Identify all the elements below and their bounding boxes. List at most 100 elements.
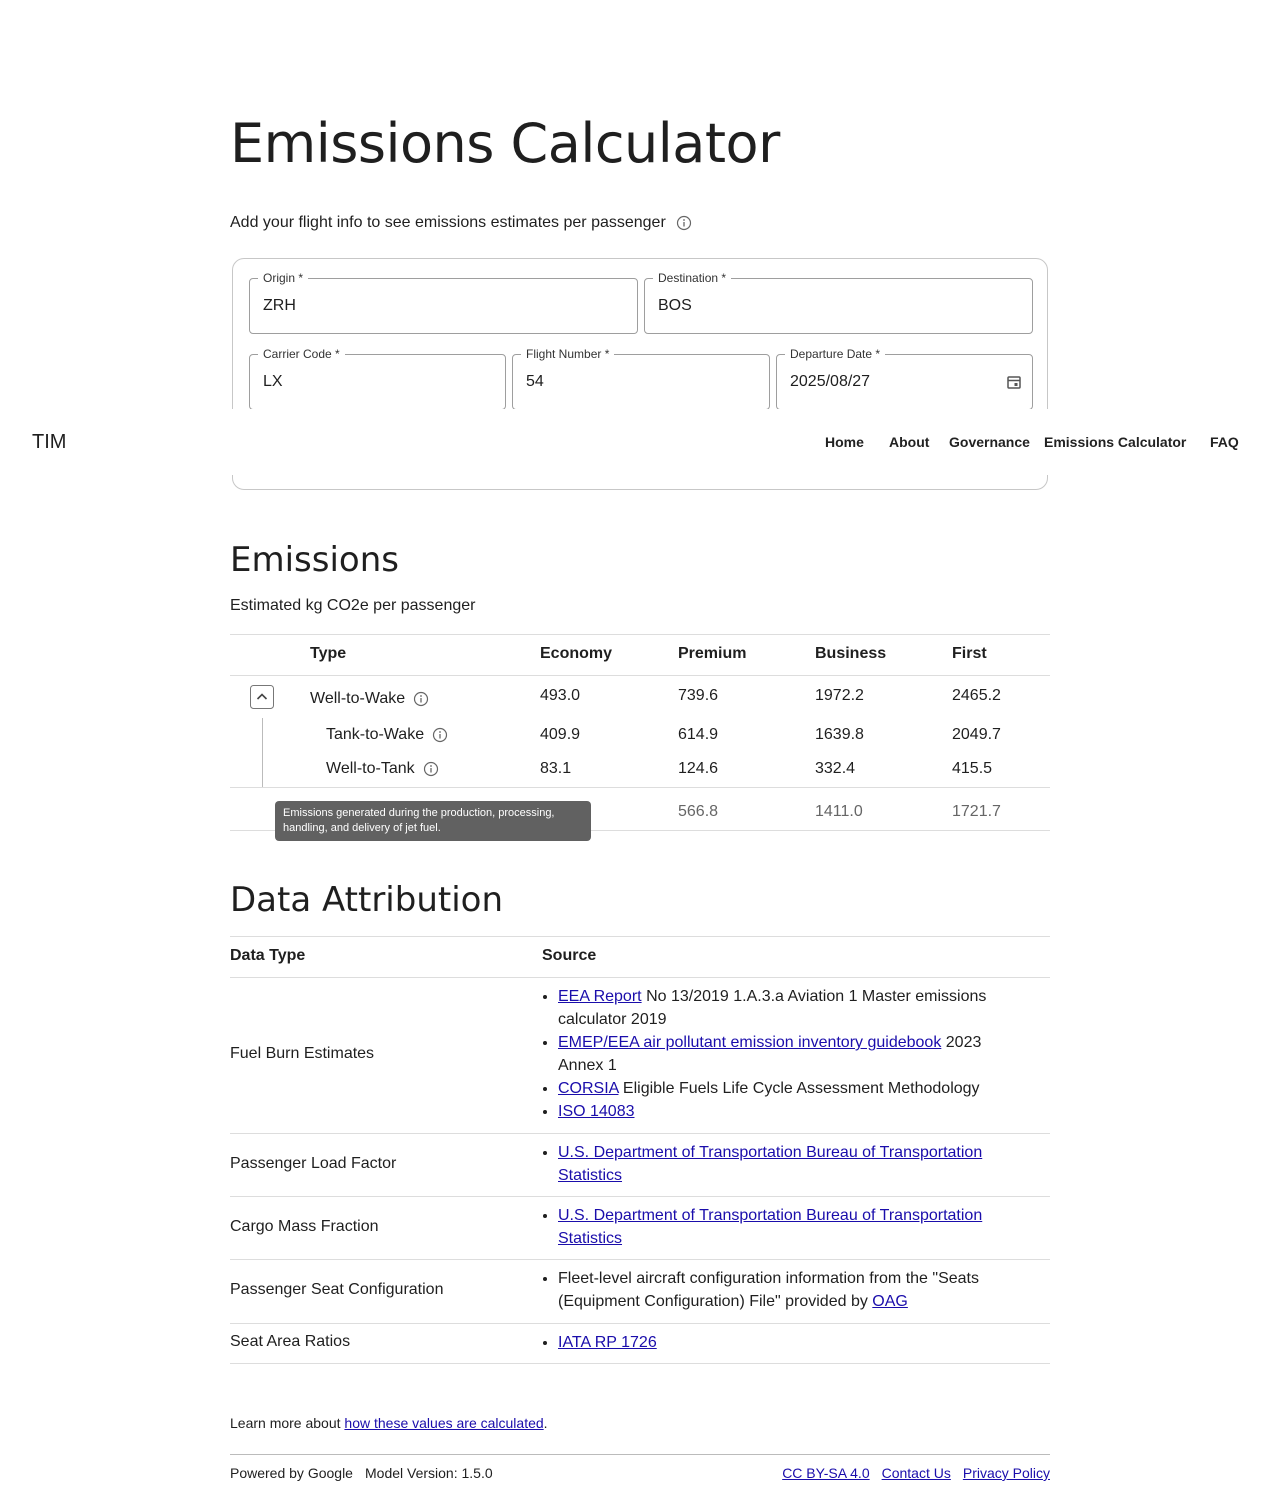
data-type: Passenger Seat Configuration [230,1281,444,1298]
emission-value: 493.0 [540,687,581,704]
info-icon[interactable] [423,761,439,777]
brand[interactable]: TIM [32,431,67,453]
data-type: Passenger Load Factor [230,1154,397,1172]
data-type: Cargo Mass Fraction [230,1217,379,1235]
source-text: Eligible Fuels Life Cycle Assessment Met… [622,1080,980,1097]
column-header: Data Type [230,947,306,964]
source-list: Fleet-level aircraft configuration infor… [542,1267,1008,1313]
source-text: Fleet-level aircraft configuration infor… [558,1270,979,1310]
info-icon[interactable] [432,727,448,743]
learn-link[interactable]: how these values are calculated [344,1415,544,1431]
learn-end: . [543,1415,548,1431]
section-title: Emissions [230,540,399,580]
field-value: BOS [658,297,692,314]
source-link[interactable]: U.S. Department of Transportation Bureau… [558,1207,983,1247]
page-title: Emissions Calculator [230,112,780,175]
source-text: 2023 Annex 1 [558,1034,982,1074]
source-item: CORSIA Eligible Fuels Life Cycle Assessm… [558,1077,1008,1100]
emission-value: 614.9 [678,726,719,743]
row-divider [230,1196,1050,1197]
source-link[interactable]: U.S. Department of Transportation Bureau… [558,1144,983,1184]
section-title: Data Attribution [230,880,503,920]
emission-value: 1639.8 [815,726,864,743]
field-label: Carrier Code * [258,347,345,361]
source-list: U.S. Department of Transportation Bureau… [542,1141,1008,1187]
emission-value: 83.1 [540,760,572,777]
info-icon[interactable] [676,215,692,231]
column-header: Type [310,645,347,662]
model-version: Model Version: 1.5.0 [365,1465,493,1481]
row-divider [230,1323,1050,1324]
field-value: 54 [526,373,544,390]
chev-icon[interactable] [250,685,274,709]
source-link[interactable]: EEA Report [558,988,642,1005]
source-link[interactable]: ISO 14083 [558,1103,635,1120]
field-label: Flight Number * [521,347,615,361]
emission-value: 1721.7 [952,803,1001,820]
nav-bar: TIM Home About Governance Emissions Calculat… [0,409,1280,475]
nav-link[interactable]: About [889,434,930,450]
emission-value: 415.5 [952,760,993,777]
subtitle-text: Add your flight info to see emissions es… [230,214,666,231]
nav-link[interactable]: Governance [949,434,1030,450]
emission-value: 739.6 [678,687,719,704]
input-field[interactable]: Departure Date * 2025/08/27 [776,347,1033,410]
source-link[interactable]: IATA RP 1726 [558,1334,657,1351]
source-link[interactable]: OAG [872,1293,908,1310]
info-icon[interactable] [413,691,429,707]
source-item: EMEP/EEA air pollutant emission inventor… [558,1031,1008,1077]
emission-value: 332.4 [815,760,856,777]
emission-value: 409.9 [540,726,581,743]
source-item: ISO 14083 [558,1100,1008,1123]
column-header: Economy [540,645,613,662]
row-divider [230,1363,1050,1364]
footer-link[interactable]: CC BY-SA 4.0 [782,1465,870,1481]
flight-form: Origin * ZRH Destination * BOS Carrier Code … [232,258,1048,490]
field-value: ZRH [263,297,296,314]
row-divider [230,634,1050,635]
tooltip: Emissions generated during the productio… [275,801,591,841]
nav-link[interactable]: Emissions Calculator [1044,434,1187,450]
field-label: Destination * [653,271,732,285]
column-header: Premium [678,645,747,662]
nav-link[interactable]: Home [825,434,864,450]
emission-value: 1411.0 [815,803,863,820]
footer-divider [230,1454,1050,1455]
source-list: U.S. Department of Transportation Bureau… [542,1204,1008,1250]
emission-value: 2049.7 [952,726,1001,743]
input-field[interactable]: Flight Number * 54 [512,347,770,410]
source-link[interactable]: CORSIA [558,1080,619,1097]
field-value: 2025/08/27 [790,373,871,390]
input-field[interactable]: Destination * BOS [644,271,1033,334]
nav-link[interactable]: FAQ [1210,434,1239,450]
footer-link[interactable]: Contact Us [881,1465,951,1481]
input-field[interactable]: Origin * ZRH [249,271,638,334]
source-list: EEA Report No 13/2019 1.A.3.a Aviation 1… [542,985,1008,1123]
footer-links: CC BY-SA 4.0 Contact Us Privacy Policy [782,1465,1050,1481]
column-header: First [952,645,987,662]
column-header: Business [815,645,887,662]
footer-link[interactable]: Privacy Policy [962,1465,1050,1481]
emission-value: 124.6 [678,760,719,777]
source-list: IATA RP 1726 [542,1331,1008,1354]
emission-type: Well-to-Tank [326,760,439,778]
emission-value: 2465.2 [952,687,1001,704]
input-field[interactable]: Carrier Code * LX [249,347,506,410]
data-type: Seat Area Ratios [230,1333,351,1350]
source-link[interactable]: EMEP/EEA air pollutant emission inventor… [558,1034,942,1051]
row-divider [230,1259,1050,1260]
field-value: LX [263,373,283,390]
field-label: Origin * [258,271,309,285]
row-divider [230,787,1050,788]
emission-value: 1972.2 [815,687,864,704]
row-divider [230,936,1050,937]
row-divider [230,977,1050,978]
learn-text: Learn more about [230,1415,341,1431]
source-item: IATA RP 1726 [558,1331,1008,1354]
section-subtitle: Estimated kg CO2e per passenger [230,597,476,614]
column-header: Source [542,947,597,964]
emission-type: Well-to-Wake [310,690,429,708]
powered-by: Powered by Google [230,1465,353,1481]
source-item: Fleet-level aircraft configuration infor… [558,1267,1008,1313]
